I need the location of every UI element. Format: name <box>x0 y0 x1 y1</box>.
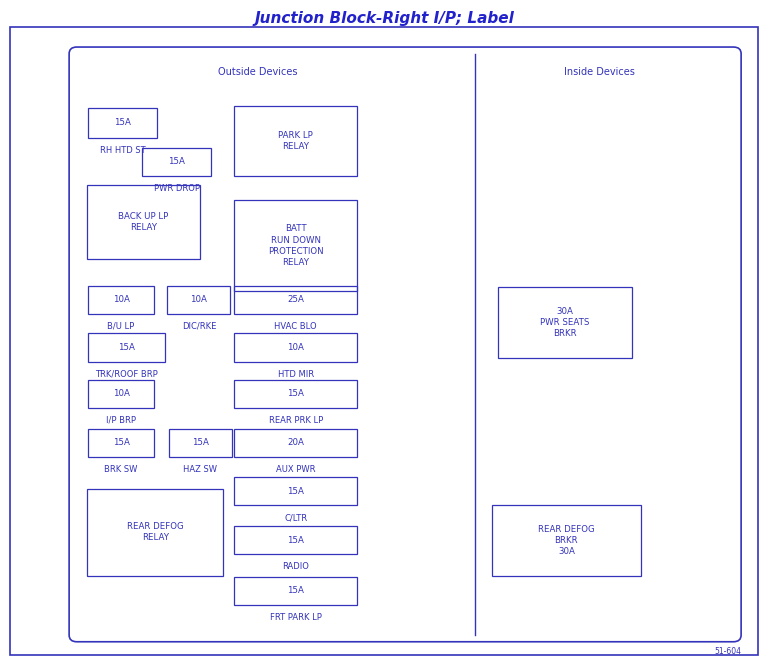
Bar <box>234 380 357 408</box>
Text: 15A: 15A <box>287 536 304 545</box>
Bar <box>87 489 223 576</box>
Text: Junction Block-Right I/P; Label: Junction Block-Right I/P; Label <box>254 11 514 26</box>
Text: 15A: 15A <box>168 157 185 167</box>
Text: 15A: 15A <box>118 343 135 352</box>
Text: 30A
PWR SEATS
BRKR: 30A PWR SEATS BRKR <box>540 306 590 338</box>
Text: RH HTD ST: RH HTD ST <box>100 146 146 155</box>
Bar <box>234 286 357 314</box>
Text: BACK UP LP
RELAY: BACK UP LP RELAY <box>118 212 169 232</box>
Bar <box>234 429 357 457</box>
Text: TRK/ROOF BRP: TRK/ROOF BRP <box>95 370 158 378</box>
Text: 51-604: 51-604 <box>714 647 741 657</box>
Text: 15A: 15A <box>287 586 304 595</box>
Text: HTD MIR: HTD MIR <box>277 370 314 378</box>
Text: REAR PRK LP: REAR PRK LP <box>269 416 323 425</box>
Text: B/U LP: B/U LP <box>108 322 134 331</box>
Text: HVAC BLO: HVAC BLO <box>274 322 317 331</box>
Text: REAR DEFOG
BRKR
30A: REAR DEFOG BRKR 30A <box>538 525 594 556</box>
Text: RADIO: RADIO <box>283 562 309 571</box>
Text: FRT PARK LP: FRT PARK LP <box>270 613 322 622</box>
Text: BRK SW: BRK SW <box>104 465 137 474</box>
Bar <box>88 286 154 314</box>
Text: 10A: 10A <box>113 295 129 304</box>
Text: Inside Devices: Inside Devices <box>564 67 634 77</box>
Bar <box>234 200 357 291</box>
Bar <box>234 477 357 505</box>
Bar <box>88 333 165 362</box>
Text: BATT
RUN DOWN
PROTECTION
RELAY: BATT RUN DOWN PROTECTION RELAY <box>268 224 323 267</box>
Bar <box>234 106 357 176</box>
Bar <box>167 286 230 314</box>
Text: PWR DROP: PWR DROP <box>154 184 200 193</box>
Bar <box>492 505 641 576</box>
Text: 15A: 15A <box>114 118 131 127</box>
Text: 15A: 15A <box>113 438 129 448</box>
Text: 10A: 10A <box>287 343 304 352</box>
Text: C/LTR: C/LTR <box>284 513 307 522</box>
Text: DIC/RKE: DIC/RKE <box>182 322 216 331</box>
Text: PARK LP
RELAY: PARK LP RELAY <box>278 131 313 151</box>
Bar <box>88 380 154 408</box>
Text: AUX PWR: AUX PWR <box>276 465 316 474</box>
Bar <box>169 429 232 457</box>
Bar <box>498 287 632 358</box>
Bar <box>88 429 154 457</box>
Text: Outside Devices: Outside Devices <box>217 67 297 77</box>
Text: 15A: 15A <box>192 438 209 448</box>
Text: 10A: 10A <box>190 295 207 304</box>
Text: 15A: 15A <box>287 389 304 398</box>
Text: 10A: 10A <box>113 389 129 398</box>
Text: HAZ SW: HAZ SW <box>184 465 217 474</box>
Text: I/P BRP: I/P BRP <box>106 416 136 425</box>
Text: 15A: 15A <box>287 487 304 496</box>
Bar <box>234 333 357 362</box>
Text: REAR DEFOG
RELAY: REAR DEFOG RELAY <box>127 522 184 542</box>
Bar <box>142 148 211 176</box>
Bar <box>234 577 357 605</box>
Text: 20A: 20A <box>287 438 304 448</box>
Bar <box>87 185 200 259</box>
Bar <box>88 108 157 138</box>
Text: 25A: 25A <box>287 295 304 304</box>
Bar <box>234 526 357 554</box>
